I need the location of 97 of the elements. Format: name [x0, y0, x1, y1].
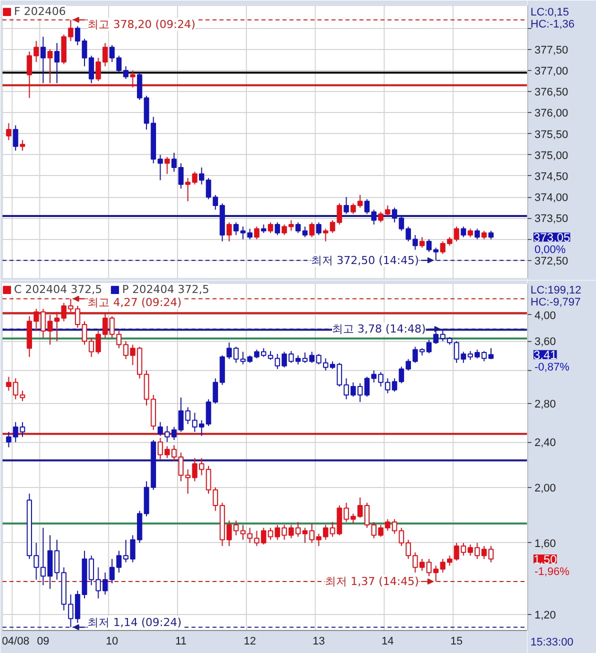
candlestick [419, 236, 425, 248]
candlestick [426, 238, 432, 252]
candlestick [398, 527, 404, 547]
candlestick [206, 178, 212, 200]
candlestick [274, 222, 280, 236]
y-tick-label: 2,40 [534, 437, 556, 450]
y-tick-label: 375,00 [534, 150, 568, 162]
text: HC:-1,36 [530, 18, 575, 30]
candlestick [474, 228, 480, 240]
text: 373,05 [534, 230, 571, 245]
y-tick-label: 376,00 [534, 108, 568, 120]
text: LC:0,15 [530, 6, 570, 18]
y-tick-label: 375,50 [534, 128, 568, 141]
legend-label: P 202404 372,5 [122, 283, 210, 296]
candlestick [198, 167, 204, 185]
candlestick [130, 70, 136, 88]
annotation: 최고 378,20 (09:24) [88, 18, 196, 31]
x-tick-label: 10 [106, 636, 118, 648]
text: 3,41 [534, 348, 558, 362]
annotation: 최저 1,37 (14:45) [325, 574, 419, 588]
candlestick [316, 222, 322, 236]
text: -1,96% [534, 566, 570, 578]
y-tick-label: 377,00 [534, 65, 568, 78]
candlestick [212, 486, 218, 512]
y-tick-label: 373,50 [534, 213, 568, 226]
text: 0,00% [534, 244, 566, 256]
candlestick [233, 222, 239, 236]
candlestick [344, 196, 349, 214]
candlestick [460, 226, 466, 238]
candlestick [12, 422, 18, 443]
candlestick [20, 140, 26, 152]
y-tick-label: 2,80 [534, 398, 556, 411]
candlestick [6, 122, 12, 141]
candlestick [47, 48, 53, 84]
candlestick [54, 42, 60, 84]
x-tick-label: 14 [382, 636, 394, 648]
y-tick-label: 1,20 [534, 609, 556, 622]
legend-label: C 202404 372,5 [14, 283, 102, 296]
candlestick [178, 162, 184, 190]
candlestick [302, 226, 308, 238]
y-tick-label: 374,00 [534, 192, 568, 204]
annotation: 최고 3,78 (14:48) [332, 322, 426, 336]
x-tick-label: 13 [312, 636, 325, 648]
candlestick [378, 211, 384, 223]
annotation: 최고 4,27 (09:24) [88, 296, 182, 309]
candlestick [454, 340, 460, 364]
candlestick [371, 209, 377, 225]
candlestick [295, 222, 301, 234]
candlestick [20, 422, 26, 438]
candlestick [336, 202, 342, 225]
x-tick-label: 11 [175, 636, 187, 648]
y-tick-label: 2,00 [534, 482, 556, 494]
candlestick [488, 546, 494, 563]
x-tick-label: 09 [37, 636, 50, 648]
x-tick-label: 15 [450, 636, 463, 648]
candlestick [433, 247, 439, 261]
candlestick [171, 152, 177, 172]
y-tick-label: 374,50 [534, 170, 568, 183]
candlestick [364, 198, 370, 214]
text: HC:-9,797 [530, 296, 581, 308]
candlestick [74, 26, 80, 46]
candlestick [392, 207, 398, 223]
candlestick [226, 222, 232, 242]
candlestick [385, 205, 390, 217]
text: -0,87% [534, 362, 570, 374]
candlestick [54, 311, 60, 342]
candlestick [357, 497, 363, 518]
candlestick [40, 36, 46, 84]
candlestick [164, 156, 170, 174]
candlestick [6, 431, 12, 448]
candlestick [336, 362, 342, 388]
candlestick [88, 55, 94, 84]
y-tick-label: 1,60 [534, 538, 556, 550]
candlestick [268, 222, 274, 234]
annotation: 최저 1,14 (09:24) [88, 616, 182, 629]
candlestick [109, 44, 115, 63]
x-tick-label: 04/08 [2, 636, 30, 648]
y-tick-label: 377,50 [534, 44, 568, 56]
candlestick [20, 390, 26, 402]
text: 15:33:00 [530, 636, 574, 648]
candlestick [254, 226, 260, 240]
y-tick-label: 4,00 [534, 310, 556, 322]
candlestick [440, 240, 446, 255]
candlestick [323, 228, 328, 242]
candlestick [82, 38, 88, 67]
y-tick-label: 372,50 [534, 255, 568, 268]
candlestick [330, 220, 336, 234]
candlestick [309, 222, 314, 238]
x-tick-label: 12 [244, 636, 256, 648]
y-tick-label: 3,60 [534, 336, 556, 348]
legend-label: F 202406 [14, 5, 66, 18]
annotation: 최저 372,50 (14:45) [311, 254, 419, 267]
candlestick [136, 72, 142, 101]
y-tick-label: 376,50 [534, 86, 568, 99]
candlestick [12, 124, 18, 152]
text: LC:199,12 [530, 284, 582, 296]
text: 1,50 [534, 552, 558, 566]
